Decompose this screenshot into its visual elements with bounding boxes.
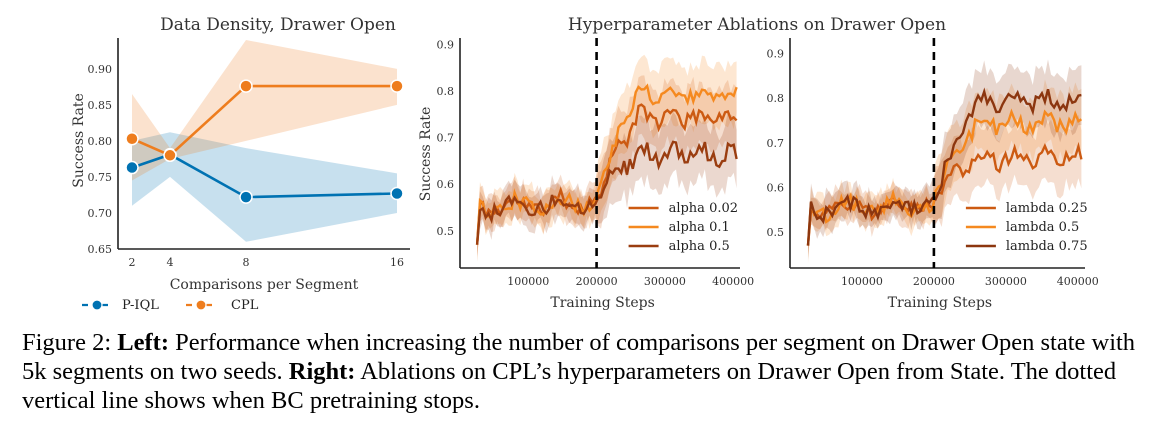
training-y-tick-label: 0.5 — [437, 225, 455, 238]
training-band — [477, 54, 737, 263]
caption-right-label: Right: — [288, 358, 356, 385]
training-x-tick-label: 300000 — [644, 275, 686, 288]
training-y-tick-label: 0.7 — [767, 137, 785, 150]
caption-left-label: Left: — [117, 329, 169, 356]
training-panel-1: Hyperparameter Ablations on Drawer Open 0… — [418, 15, 946, 311]
training-y-tick-label: 0.9 — [767, 47, 785, 60]
density-line-CPL — [131, 84, 397, 157]
training-x-tick-label: 200000 — [913, 275, 955, 288]
training-legend-label: alpha 0.5 — [669, 239, 730, 254]
density-legend-label: P-IQL — [122, 298, 159, 313]
density-legend-label: CPL — [231, 298, 259, 313]
density-panel: Data Density, Drawer Open 0.65 0.70 0.75 0.8… — [71, 15, 410, 313]
training-y-tick-label: 0.8 — [767, 92, 785, 105]
density-y-tick-label: 0.90 — [88, 63, 113, 76]
training-y-tick-label: 0.9 — [437, 39, 455, 52]
training-panel-2: 0.5 0.6 0.7 0.8 0.9 100000 200000 300000 400000 T… — [767, 38, 1099, 311]
training-y-tick-label: 0.7 — [437, 132, 455, 145]
caption-figure-label: Figure 2: — [22, 329, 112, 356]
density-legend-marker — [195, 299, 207, 311]
density-x-axis-label: Comparisons per Segment — [170, 277, 359, 293]
figure: Data Density, Drawer Open 0.65 0.70 0.75 0.8… — [71, 15, 1099, 313]
training-legend-label: alpha 0.02 — [669, 201, 738, 216]
training-y-axis-label: Success Rate — [418, 107, 434, 202]
training-x-axis-label: Training Steps — [550, 295, 654, 311]
training-line — [806, 87, 1082, 246]
training-line — [475, 83, 738, 245]
density-band-CPL — [132, 40, 397, 181]
density-x-tick-label: 2 — [129, 256, 136, 269]
training-line — [475, 140, 738, 245]
density-band-P-IQL — [132, 132, 397, 242]
training-legend-label: alpha 0.1 — [669, 220, 730, 235]
training-legend-label: lambda 0.25 — [1006, 201, 1088, 216]
figure-caption: Figure 2: Left: Performance when increas… — [22, 328, 1162, 415]
training-legend-label: lambda 0.5 — [1006, 220, 1079, 235]
density-y-tick-label: 0.70 — [88, 207, 113, 220]
training-x-tick-label: 200000 — [576, 275, 618, 288]
training-x-axis-label: Training Steps — [888, 295, 992, 311]
density-y-tick-label: 0.85 — [88, 99, 113, 112]
training-y-tick-label: 0.6 — [437, 178, 455, 191]
density-x-tick-label: 16 — [390, 256, 404, 269]
caption-right-text: Ablations on CPL’s hyperparameters on Dr… — [22, 358, 1117, 414]
density-line-P-IQL — [131, 153, 398, 199]
training-y-tick-label: 0.8 — [437, 85, 455, 98]
density-point-CPL — [390, 79, 404, 93]
training-x-tick-label: 400000 — [712, 275, 754, 288]
density-point-P-IQL — [239, 190, 253, 204]
density-x-tick-label: 4 — [167, 256, 174, 269]
density-point-CPL — [239, 79, 253, 93]
density-x-tick-label: 8 — [243, 256, 250, 269]
density-point-CPL — [163, 148, 177, 163]
training-line — [806, 108, 1083, 246]
density-point-P-IQL — [390, 186, 404, 201]
training-legend-label: lambda 0.75 — [1006, 239, 1088, 254]
density-point-P-IQL — [125, 160, 139, 175]
training-x-tick-label: 100000 — [841, 275, 883, 288]
training-x-tick-label: 100000 — [507, 275, 549, 288]
caption-left-text: Performance when increasing the number o… — [22, 329, 1136, 385]
training-y-tick-label: 0.5 — [767, 226, 785, 239]
density-point-CPL — [125, 131, 139, 146]
training-x-tick-label: 300000 — [985, 275, 1027, 288]
density-y-axis-label: Success Rate — [71, 93, 87, 188]
density-title: Data Density, Drawer Open — [160, 15, 396, 35]
density-y-tick-label: 0.80 — [88, 135, 113, 148]
density-y-tick-label: 0.65 — [88, 243, 113, 256]
ablation-title: Hyperparameter Ablations on Drawer Open — [568, 15, 946, 35]
density-y-tick-label: 0.75 — [88, 171, 113, 184]
density-legend-marker — [91, 299, 103, 311]
training-y-tick-label: 0.6 — [767, 182, 785, 195]
training-x-tick-label: 400000 — [1057, 275, 1099, 288]
